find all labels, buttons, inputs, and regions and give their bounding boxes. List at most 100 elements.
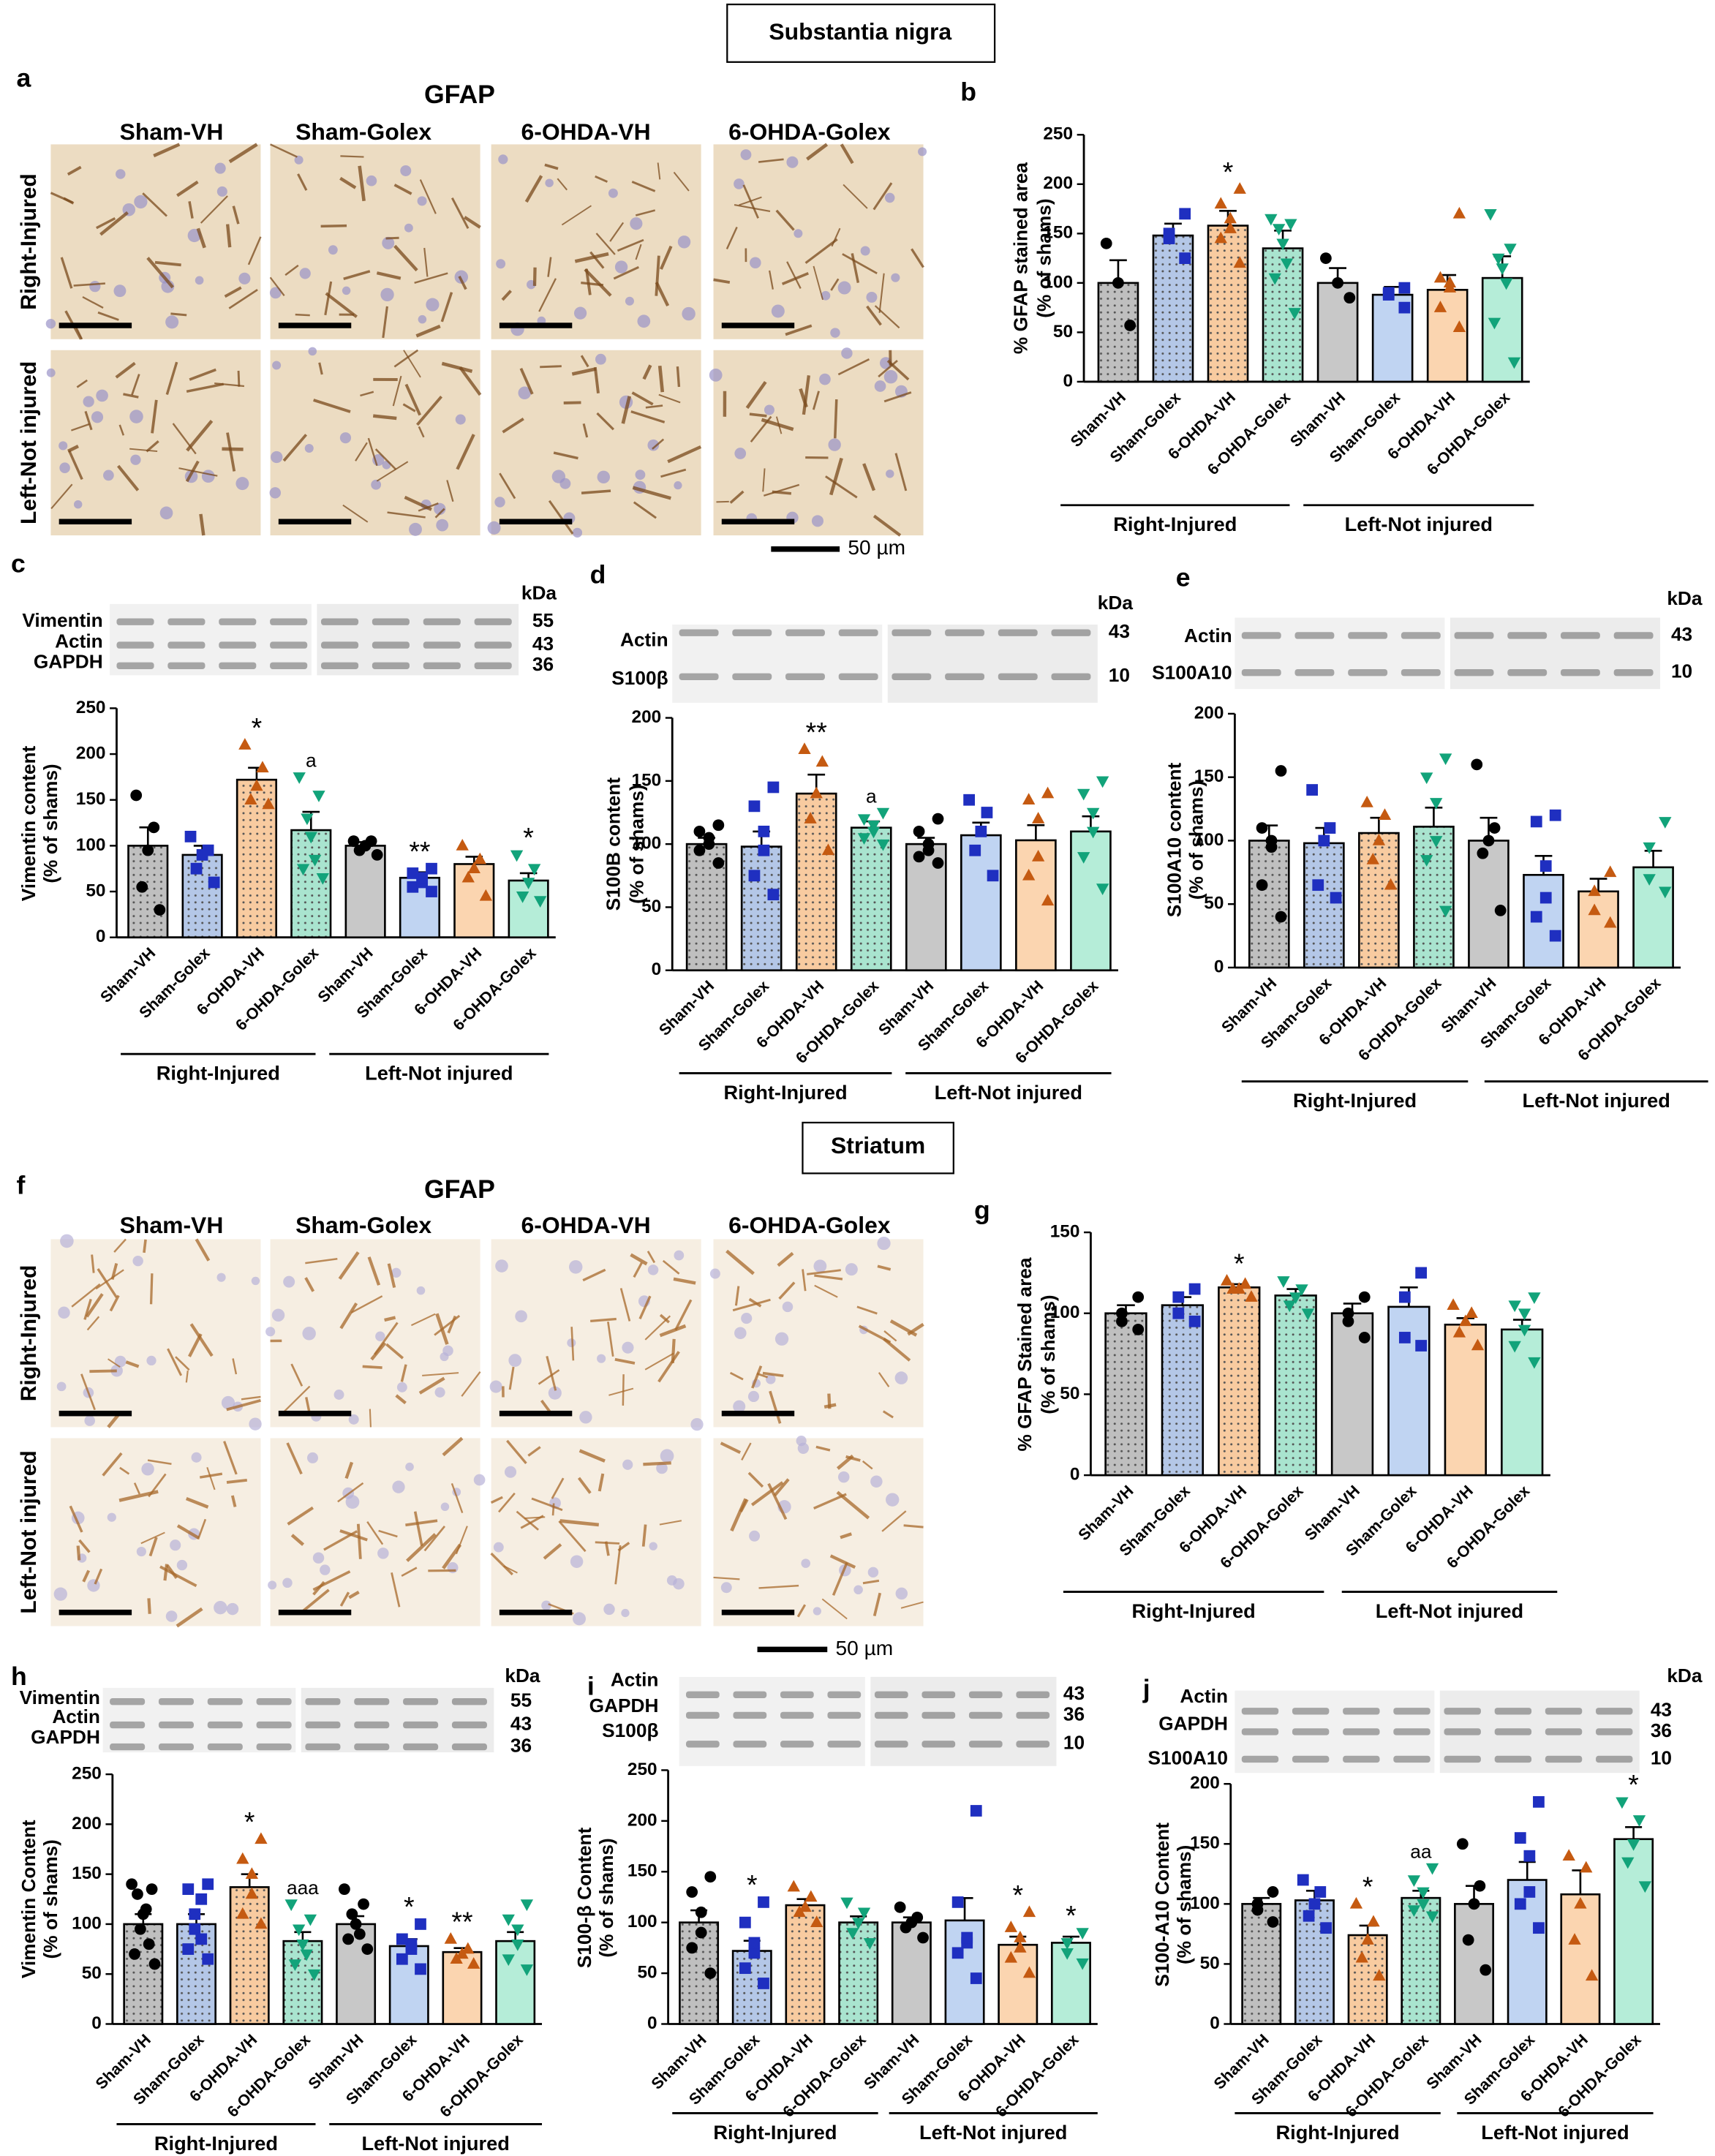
data-point bbox=[917, 1931, 929, 1944]
astrocyte-process bbox=[94, 1568, 103, 1585]
bar bbox=[344, 845, 386, 939]
data-point bbox=[857, 1907, 871, 1920]
astrocyte-process bbox=[547, 257, 552, 277]
astrocyte-process bbox=[405, 1519, 438, 1527]
astrocyte-process bbox=[146, 257, 174, 289]
astrocyte-process bbox=[382, 306, 388, 339]
data-point bbox=[1484, 209, 1497, 221]
astrocyte-process bbox=[769, 270, 774, 290]
astrocyte-process bbox=[598, 1473, 605, 1492]
y-tick-label: 200 bbox=[72, 1814, 102, 1833]
astrocyte-process bbox=[360, 391, 374, 397]
astrocyte-process bbox=[464, 216, 481, 229]
data-point bbox=[195, 1933, 208, 1945]
blot-band bbox=[219, 641, 257, 649]
nucleus bbox=[294, 155, 304, 165]
astrocyte-process bbox=[195, 1238, 211, 1262]
nucleus bbox=[733, 1400, 746, 1413]
blot-band bbox=[1444, 1708, 1481, 1715]
blot-band bbox=[270, 618, 308, 625]
scale-bar bbox=[499, 323, 573, 328]
astrocyte-process bbox=[269, 276, 285, 296]
astrocyte-process bbox=[584, 268, 612, 297]
data-point bbox=[1562, 1849, 1575, 1861]
y-tick-label: 50 bbox=[637, 1963, 657, 1983]
data-point bbox=[1518, 1324, 1531, 1337]
y-tick-label: 50 bbox=[1053, 322, 1073, 342]
y-tick-label: 150 bbox=[627, 1861, 657, 1881]
nucleus bbox=[176, 1559, 188, 1571]
astrocyte-process bbox=[247, 236, 262, 265]
astrocyte-process bbox=[282, 434, 308, 462]
nucleus bbox=[165, 1610, 178, 1622]
data-point bbox=[1283, 1300, 1296, 1313]
blot-band bbox=[1348, 668, 1388, 676]
astrocyte-process bbox=[862, 1460, 873, 1470]
astrocyte-process bbox=[286, 1442, 303, 1475]
astrocyte-process bbox=[614, 1357, 636, 1365]
astrocyte-process bbox=[200, 195, 228, 224]
nucleus bbox=[377, 1548, 389, 1559]
data-point bbox=[1528, 1292, 1541, 1305]
group-label: Left-Not injured bbox=[935, 1081, 1082, 1104]
astrocyte-process bbox=[812, 391, 820, 410]
bar bbox=[123, 1923, 164, 2025]
nucleus bbox=[249, 1417, 262, 1431]
data-point bbox=[951, 1896, 964, 1908]
y-tick-label: 100 bbox=[1043, 272, 1073, 292]
nucleus bbox=[493, 1542, 504, 1553]
data-point bbox=[1468, 1898, 1480, 1910]
nucleus bbox=[473, 1474, 486, 1486]
micrograph bbox=[270, 1239, 480, 1428]
group-label: Left-Not injured bbox=[1481, 2121, 1629, 2144]
nucleus bbox=[786, 156, 799, 168]
kda-value: 36 bbox=[510, 1734, 532, 1756]
astrocyte-process bbox=[829, 1554, 856, 1569]
blot-band bbox=[158, 1721, 194, 1729]
y-axis-label: (% of shams) bbox=[1033, 198, 1055, 317]
astrocyte-process bbox=[153, 143, 181, 158]
nucleus bbox=[918, 147, 927, 157]
y-axis-label: S100A10 content bbox=[1164, 762, 1186, 917]
astrocyte-process bbox=[804, 238, 838, 264]
blot-band bbox=[451, 1721, 487, 1729]
nucleus bbox=[677, 235, 691, 249]
micrograph bbox=[491, 1438, 701, 1627]
nucleus bbox=[637, 314, 651, 328]
data-point bbox=[1474, 1880, 1486, 1892]
blot-band bbox=[270, 641, 308, 649]
significance: ** bbox=[409, 836, 431, 867]
astrocyte-process bbox=[372, 414, 397, 421]
nucleus bbox=[268, 1580, 277, 1590]
blot-band bbox=[110, 1697, 146, 1705]
data-point bbox=[1429, 798, 1443, 810]
nucleus bbox=[195, 276, 204, 285]
astrocyte-process bbox=[305, 1258, 338, 1264]
astrocyte-process bbox=[856, 1305, 878, 1315]
astrocyte-process bbox=[570, 1327, 575, 1361]
astrocyte-process bbox=[78, 1539, 91, 1553]
scale-label: 50 µm bbox=[835, 1637, 893, 1659]
data-point bbox=[1415, 1340, 1428, 1352]
blot-band bbox=[116, 618, 154, 625]
astrocyte-process bbox=[676, 366, 681, 388]
astrocyte-process bbox=[67, 445, 79, 453]
nucleus bbox=[518, 386, 532, 400]
section-box bbox=[726, 3, 996, 63]
astrocyte-process bbox=[186, 420, 214, 452]
scale-bar bbox=[499, 519, 573, 525]
nucleus bbox=[216, 186, 227, 197]
blot-band bbox=[1292, 1728, 1330, 1735]
data-point bbox=[521, 878, 535, 889]
data-point bbox=[1245, 1290, 1258, 1302]
astrocyte-process bbox=[230, 1495, 237, 1507]
bar bbox=[1207, 225, 1249, 383]
data-point bbox=[704, 1967, 717, 1979]
blot-band bbox=[1401, 668, 1441, 676]
data-point bbox=[987, 870, 999, 882]
nucleus bbox=[269, 287, 282, 299]
nucleus bbox=[819, 373, 831, 385]
astrocyte-process bbox=[143, 1239, 147, 1254]
nucleus bbox=[146, 1355, 157, 1366]
data-point bbox=[1533, 1795, 1545, 1808]
